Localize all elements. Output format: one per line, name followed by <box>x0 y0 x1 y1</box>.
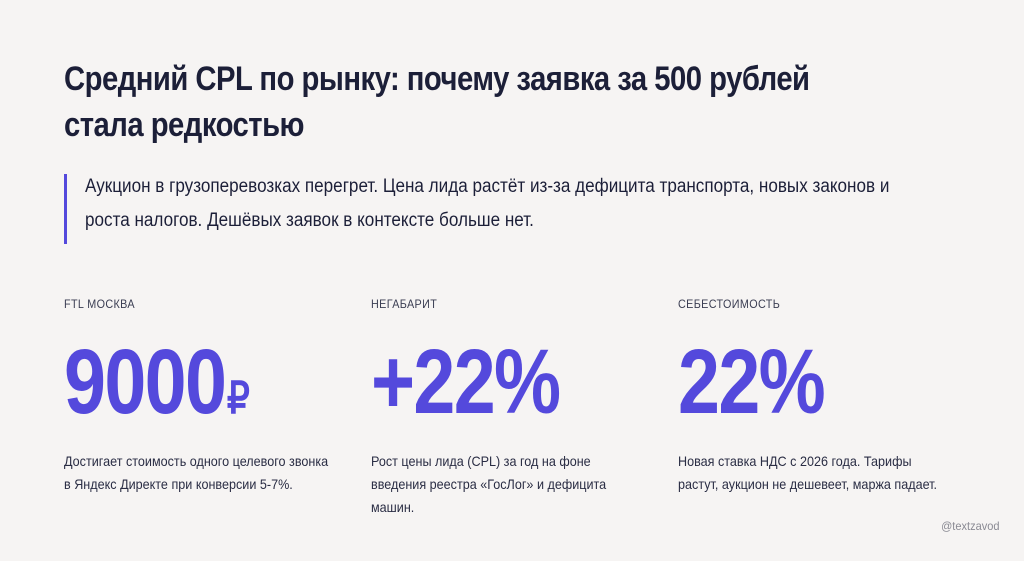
stat-card-ftl-moscow: FTL МОСКВА 9000₽ Достигает стоимость одн… <box>64 296 364 496</box>
stat-number: +22% <box>371 331 561 433</box>
lead-quote: Аукцион в грузоперевозках перегрет. Цена… <box>64 174 964 244</box>
stat-card-oversized: НЕГАБАРИТ +22% Рост цены лида (CPL) за г… <box>371 296 671 519</box>
stat-description: Рост цены лида (CPL) за год на фоне введ… <box>371 453 607 515</box>
stat-description: Достигает стоимость одного целевого звон… <box>64 453 329 492</box>
stat-value: 22% <box>678 332 924 432</box>
lead-text: Аукцион в грузоперевозках перегрет. Цена… <box>85 176 890 231</box>
stat-label: FTL МОСКВА <box>64 297 135 311</box>
stat-number: 22% <box>678 331 826 433</box>
stat-number: 9000 <box>64 331 227 433</box>
stat-value: 9000₽ <box>64 332 310 432</box>
page-title: Средний CPL по рынку: почему заявка за 5… <box>64 60 810 144</box>
stat-label: НЕГАБАРИТ <box>371 297 438 311</box>
stat-card-cost: СЕБЕСТОИМОСТЬ 22% Новая ставка НДС с 202… <box>678 296 978 496</box>
author-watermark: @textzavod <box>941 519 1000 533</box>
stat-description: Новая ставка НДС с 2026 года. Тарифы рас… <box>678 453 938 492</box>
stat-value: +22% <box>371 332 617 432</box>
ruble-sign: ₽ <box>226 374 250 423</box>
stat-label: СЕБЕСТОИМОСТЬ <box>678 297 781 311</box>
